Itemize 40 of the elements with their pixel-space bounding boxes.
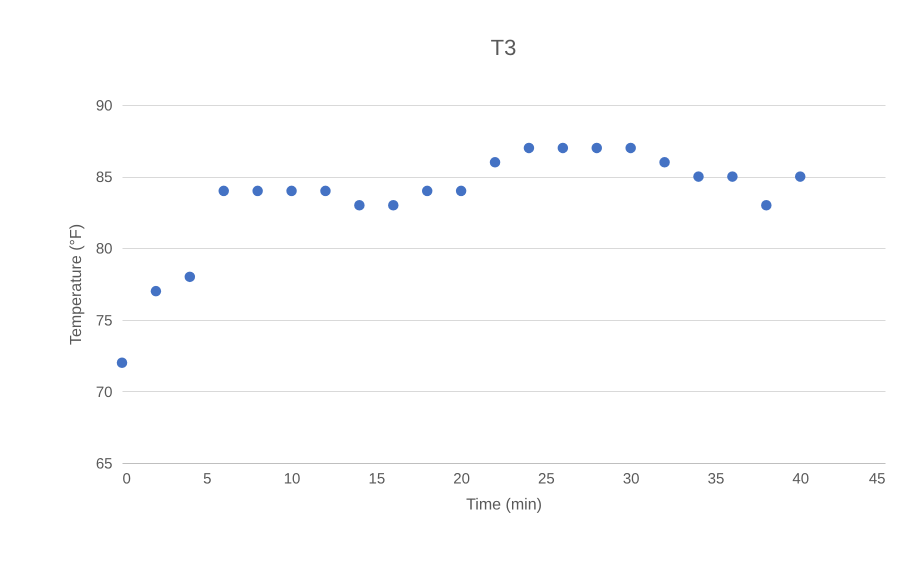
point — [524, 142, 534, 154]
point — [354, 200, 365, 210]
y-axis-title: Temperature (°F) — [68, 224, 85, 346]
point — [761, 200, 772, 210]
x-tick-label: 25 — [538, 470, 555, 488]
y-tick-label: 85 — [96, 169, 112, 186]
point — [184, 272, 196, 282]
y-tick-label: 90 — [96, 98, 112, 114]
point — [693, 171, 704, 182]
x-tick-label: 20 — [453, 470, 470, 488]
y-tick-label: 65 — [96, 456, 112, 472]
chart-title: T3 — [490, 35, 516, 60]
point — [286, 186, 297, 196]
point — [490, 157, 500, 168]
x-tick-label: 35 — [708, 470, 724, 488]
x-tick-label: 45 — [868, 470, 886, 488]
point — [320, 186, 331, 196]
point — [592, 142, 602, 154]
point — [794, 171, 806, 182]
x-tick-label: 30 — [622, 470, 640, 488]
point — [218, 186, 229, 196]
point — [150, 286, 162, 296]
point — [388, 200, 399, 210]
point — [252, 186, 263, 196]
point — [727, 171, 738, 182]
x-tick-label: 10 — [284, 470, 300, 488]
y-tick-label: 70 — [96, 384, 112, 401]
x-axis-title: Time (min) — [466, 496, 542, 514]
x-tick-label: 40 — [792, 470, 810, 488]
x-tick-label: 15 — [368, 470, 386, 488]
y-tick-label: 75 — [96, 312, 112, 330]
y-tick-label: 80 — [96, 240, 112, 258]
point — [116, 358, 128, 368]
point — [625, 142, 636, 154]
x-tick-label: 5 — [203, 470, 212, 488]
point — [456, 186, 466, 196]
x-tick-label: 0 — [122, 470, 131, 488]
point — [422, 186, 432, 196]
point — [659, 157, 670, 168]
point — [558, 142, 568, 154]
